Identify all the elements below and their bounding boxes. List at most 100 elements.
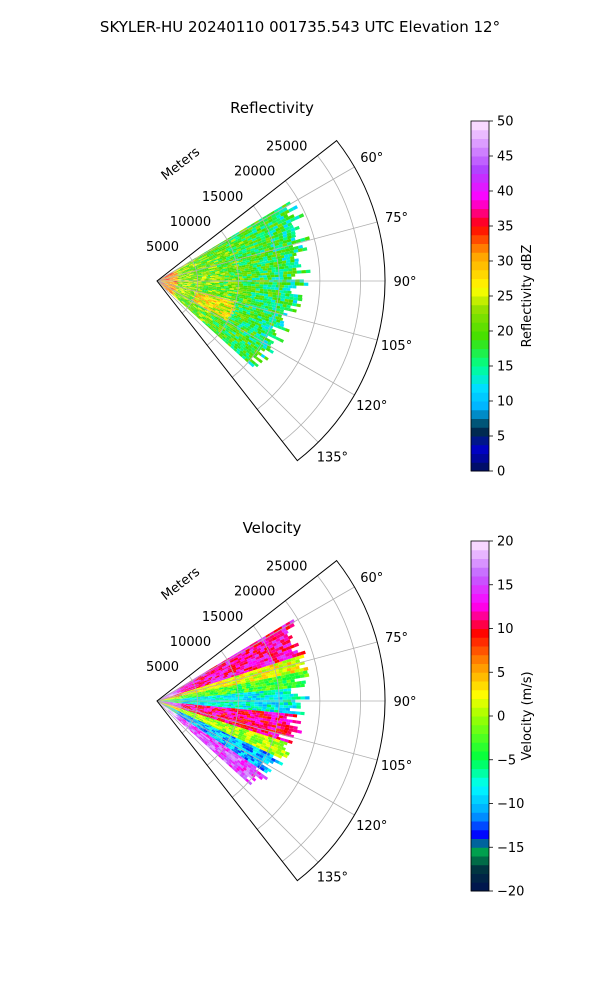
radar-cell bbox=[279, 290, 284, 294]
radar-cell bbox=[241, 340, 246, 345]
radar-cell bbox=[243, 774, 249, 779]
radar-cell bbox=[173, 295, 178, 299]
radar-cell bbox=[221, 257, 227, 261]
radar-cell bbox=[186, 302, 190, 306]
radar-cell bbox=[184, 705, 189, 707]
radar-cell bbox=[195, 725, 200, 729]
radar-cell bbox=[256, 708, 262, 712]
radar-cell bbox=[192, 310, 196, 315]
radar-cell bbox=[255, 691, 260, 694]
radar-cell bbox=[208, 673, 213, 677]
radar-cell bbox=[194, 720, 199, 724]
radar-cell bbox=[231, 696, 236, 699]
radar-cell bbox=[222, 299, 227, 302]
radar-cell bbox=[273, 264, 278, 268]
radar-cell bbox=[223, 754, 228, 758]
radar-cell bbox=[259, 254, 265, 258]
radar-cell bbox=[254, 282, 260, 285]
radar-cell bbox=[242, 274, 248, 277]
radar-cell bbox=[248, 243, 254, 248]
radar-cell bbox=[242, 745, 247, 750]
radar-cell bbox=[242, 298, 248, 302]
radar-cell bbox=[197, 715, 202, 718]
radar-cell bbox=[184, 713, 188, 717]
radar-cell bbox=[240, 727, 246, 732]
radar-cell bbox=[280, 298, 285, 302]
radar-cell bbox=[210, 669, 216, 673]
radar-cell bbox=[275, 277, 280, 280]
radar-cell bbox=[191, 263, 196, 266]
radar-cell bbox=[205, 278, 210, 280]
radar-cell bbox=[177, 285, 182, 287]
radar-cell bbox=[278, 317, 284, 321]
radar-cell bbox=[168, 283, 173, 285]
colorbar-segment bbox=[471, 269, 489, 279]
radar-cell bbox=[195, 295, 200, 298]
radar-cell bbox=[196, 303, 201, 306]
radar-cell bbox=[218, 318, 223, 322]
radar-cell bbox=[221, 263, 226, 267]
radar-cell bbox=[271, 639, 277, 645]
radar-cell bbox=[249, 308, 254, 312]
radar-cell bbox=[266, 741, 271, 746]
radar-cell bbox=[259, 659, 265, 664]
radar-cell bbox=[264, 325, 269, 330]
radial-tick-label: 5000 bbox=[146, 240, 179, 255]
radar-cell bbox=[235, 767, 241, 772]
radar-cell bbox=[186, 287, 191, 290]
radar-cell bbox=[274, 239, 280, 244]
radar-cell bbox=[248, 746, 254, 751]
radar-cell bbox=[217, 705, 223, 708]
radar-cell bbox=[280, 295, 286, 299]
radar-cell bbox=[274, 647, 280, 652]
radar-cell bbox=[208, 257, 214, 261]
radar-cell bbox=[205, 313, 209, 317]
radar-cell bbox=[232, 278, 237, 281]
radar-cell bbox=[169, 273, 174, 276]
radar-cell bbox=[217, 244, 223, 248]
radar-cell bbox=[210, 269, 215, 272]
radar-cell bbox=[200, 730, 205, 734]
radar-cell bbox=[282, 662, 288, 667]
radar-cell bbox=[259, 222, 265, 228]
radar-cell bbox=[279, 743, 285, 748]
colorbar-segment bbox=[471, 786, 489, 796]
radar-cell bbox=[200, 713, 205, 717]
radar-cell bbox=[197, 295, 202, 298]
radar-cell bbox=[222, 737, 227, 741]
radar-cell bbox=[226, 256, 231, 259]
radar-cell bbox=[161, 281, 166, 283]
radar-cell bbox=[267, 255, 272, 259]
radar-cell bbox=[229, 267, 234, 270]
radar-cell bbox=[277, 244, 283, 249]
radar-cell bbox=[255, 233, 261, 238]
radar-cell bbox=[193, 298, 199, 301]
radar-cell bbox=[248, 339, 253, 344]
radar-cell bbox=[206, 317, 211, 321]
radar-cell bbox=[246, 736, 251, 740]
radar-cell bbox=[172, 291, 176, 294]
radar-cell bbox=[192, 306, 197, 310]
radar-cell bbox=[280, 712, 285, 717]
radar-cell bbox=[212, 300, 217, 303]
radar-cell bbox=[221, 337, 226, 342]
radar-cell bbox=[238, 333, 244, 338]
radar-cell bbox=[286, 658, 292, 663]
radar-cell bbox=[206, 721, 211, 725]
radar-cell bbox=[228, 738, 233, 742]
radar-cell bbox=[212, 728, 217, 732]
radar-cell bbox=[235, 350, 241, 355]
radar-cell bbox=[255, 650, 261, 655]
radar-cell bbox=[184, 303, 188, 307]
radar-cell bbox=[161, 701, 166, 702]
radar-cell bbox=[254, 324, 260, 329]
radar-cell bbox=[273, 746, 279, 751]
radar-cell bbox=[215, 284, 220, 286]
radar-cell bbox=[190, 291, 195, 294]
radar-cell bbox=[210, 706, 215, 708]
radar-cell bbox=[198, 730, 203, 734]
radar-cell bbox=[210, 671, 215, 675]
radar-cell bbox=[211, 291, 217, 294]
radar-cell bbox=[228, 758, 233, 763]
radar-cell bbox=[265, 323, 270, 328]
